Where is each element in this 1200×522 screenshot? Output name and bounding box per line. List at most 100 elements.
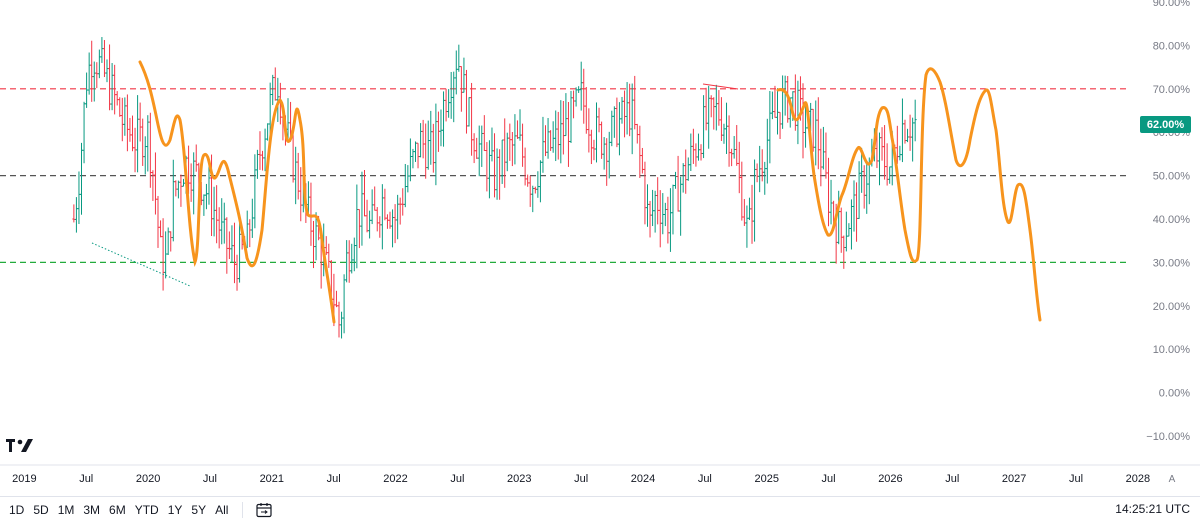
range-all-button[interactable]: All [215,502,229,517]
ohlc-bar [212,186,216,237]
ohlc-bar [569,90,573,143]
ohlc-bar [900,98,904,163]
ohlc-bar [309,182,313,246]
ohlc-bar [852,180,856,232]
ohlc-bar [421,119,425,159]
range-ytd-button[interactable]: YTD [134,502,159,517]
ohlc-bar [821,126,825,170]
ohlc-bar [393,204,397,244]
ohlc-bar [110,63,114,111]
ohlc-bar [105,59,109,83]
ohlc-bar [696,133,700,161]
range-3m-button[interactable]: 3M [83,502,101,517]
ohlc-bar [271,74,275,106]
x-tick-label: Jul [574,473,588,485]
ohlc-bar [648,200,652,238]
ohlc-bar [666,196,670,244]
x-tick-label: Jul [1069,473,1083,485]
ohlc-bar [737,141,741,194]
calendar-icon[interactable] [255,501,273,519]
tradingview-logo-icon[interactable] [6,436,38,459]
ohlc-bar [605,138,609,186]
ohlc-bar [90,40,94,102]
ohlc-bar [398,197,402,225]
y-tick-label: 90.00% [1153,0,1191,9]
ohlc-bar [153,152,157,215]
ohlc-bar [661,193,665,235]
y-tick-label: 80.00% [1153,40,1191,52]
ohlc-bar [334,290,338,308]
ohlc-bar [592,139,596,161]
utc-clock[interactable]: 14:25:21 UTC [1115,502,1190,516]
ohlc-bar [273,67,277,101]
ohlc-bar [266,123,270,141]
ohlc-bar [365,199,369,233]
dotted-trendline [91,242,191,287]
ohlc-bar [248,219,252,248]
ohlc-bar [419,123,423,158]
ohlc-bar [429,110,433,165]
ohlc-bar [352,237,356,272]
ohlc-bar [396,194,400,240]
ohlc-bar [793,74,797,131]
ohlc-bar [258,131,262,170]
ohlc-bar [174,180,178,197]
auto-scale-button[interactable]: A [1168,473,1176,485]
price-chart[interactable]: 90.00%80.00%70.00%60.00%50.00%40.00%30.0… [0,0,1200,496]
x-tick-label: 2022 [383,473,407,485]
ohlc-bar [222,202,226,244]
ohlc-bar [554,110,558,162]
range-5y-button[interactable]: 5Y [191,502,207,517]
ohlc-bar [528,175,532,207]
time-axis[interactable]: 2019 Jul 2020 Jul 2021 Jul 2022 Jul 2023 Jul 2024 J… [0,464,1200,485]
ohlc-bar [753,159,757,242]
ohlc-bar [487,140,491,199]
y-tick-label: 50.00% [1153,171,1191,183]
ohlc-bar [732,136,736,159]
ohlc-bar [375,207,379,232]
ohlc-bar [668,188,672,252]
ohlc-bar [865,161,869,214]
orange-projection-2 [776,67,1042,322]
bottom-toolbar: 1D 5D 1M 3M 6M YTD 1Y 5Y All 14:25:21 UT… [0,496,1200,522]
ohlc-bar [362,169,366,217]
ohlc-bar [819,128,823,187]
ohlc-bar [125,94,129,152]
ohlc-bar [842,235,846,269]
ohlc-bar [128,117,132,142]
ohlc-bar [883,125,887,180]
ohlc-bar [663,202,667,227]
ohlc-bar [572,90,576,119]
ohlc-bar [602,137,606,170]
range-5d-button[interactable]: 5D [33,502,49,517]
ohlc-bar [136,95,140,173]
x-tick-label: 2020 [136,473,160,485]
ohlc-bar [380,184,384,250]
range-1m-button[interactable]: 1M [57,502,75,517]
ohlc-bar [475,137,479,159]
price-axis[interactable]: 90.00%80.00%70.00%60.00%50.00%40.00%30.0… [1146,0,1190,443]
range-6m-button[interactable]: 6M [109,502,126,517]
ohlc-bar [623,90,627,138]
ohlc-bar [531,185,535,213]
ohlc-bar [814,100,818,166]
x-tick-label: 2025 [754,473,778,485]
ohlc-bar [702,95,706,159]
ohlc-bar [327,243,331,268]
range-1d-button[interactable]: 1D [9,502,25,517]
ohlc-bar [551,121,555,153]
ohlc-bar [192,152,196,215]
ohlc-bar [467,97,471,127]
ohlc-bar [464,69,468,134]
ohlc-bar [617,102,621,156]
ohlc-bar [719,97,723,141]
range-1y-button[interactable]: 1Y [167,502,183,517]
ohlc-bar [181,178,185,187]
ohlc-bar [594,102,598,163]
ohlc-bar [408,138,412,182]
last-value-badge: 62.00% [1140,116,1191,133]
ohlc-bar [679,176,683,236]
ohlc-bar [740,161,744,221]
ohlc-bar [658,190,662,248]
ohlc-bar [541,116,545,173]
